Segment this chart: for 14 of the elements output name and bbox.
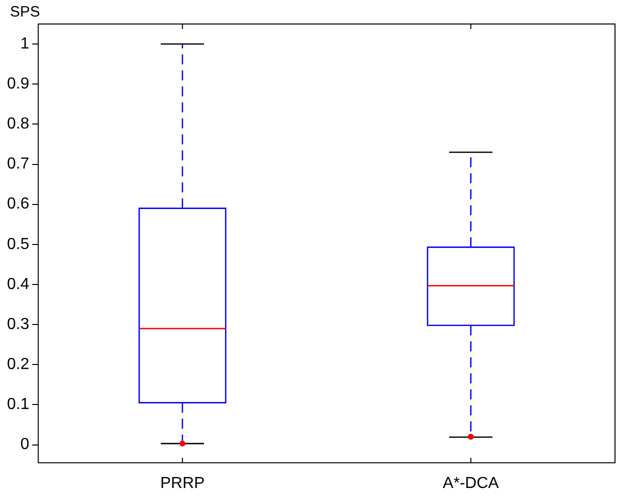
- y-tick-label: 0.3: [6, 316, 30, 333]
- y-tick-label: 0.5: [6, 236, 30, 253]
- y-tick-label: 0.6: [6, 196, 30, 213]
- x-tick-label: PRRP: [160, 474, 205, 492]
- x-tick-label: A*-DCA: [442, 474, 500, 492]
- y-tick-label: 0.4: [6, 276, 30, 293]
- y-tick-label: 0.8: [6, 116, 30, 133]
- y-tick-label: 0.2: [6, 356, 30, 374]
- y-tick-label: 0.7: [6, 156, 30, 173]
- y-tick-label: 0.1: [6, 396, 30, 414]
- y-tick-label: 0: [20, 436, 30, 454]
- y-axis-title: SPS: [10, 4, 40, 21]
- y-tick-label: 0.9: [6, 76, 30, 93]
- y-tick-label: 1: [20, 35, 30, 52]
